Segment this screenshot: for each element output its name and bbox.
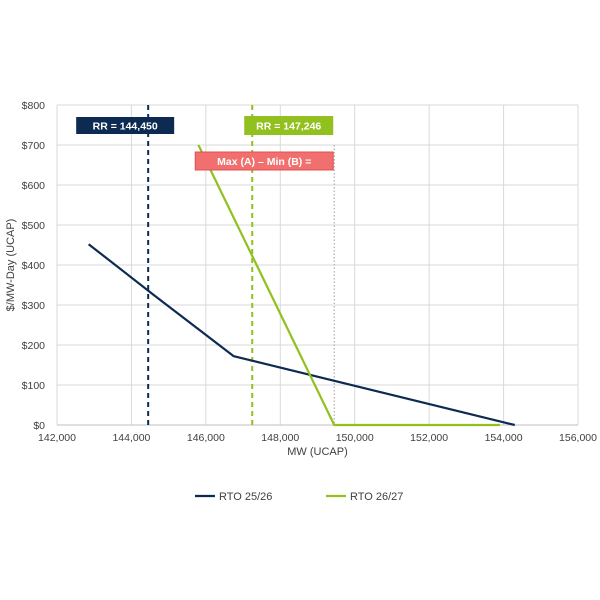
y-tick-label: $0 (33, 420, 45, 432)
x-tick-label: 150,000 (336, 432, 374, 444)
tick-labels: 142,000 144,000 146,000 148,000 150,000 152,0… (22, 100, 597, 444)
annotation-label: RR = 144,450 (93, 121, 158, 133)
annotation-bg (244, 116, 334, 135)
annotation-bg (76, 117, 175, 134)
x-tick-label: 156,000 (559, 432, 597, 444)
series-line-1 (197, 144, 500, 427)
reference-lines (147, 105, 335, 425)
annotation-bg (194, 151, 334, 171)
annotation-label: RR = 147,246 (256, 121, 321, 133)
legend-label: RTO 25/26 (219, 491, 272, 503)
y-tick-label: $100 (22, 380, 46, 392)
legend-item-1: RTO 26/27 (326, 491, 403, 503)
legend-item-0: RTO 25/26 (195, 491, 272, 503)
x-tick-label: 146,000 (187, 432, 225, 444)
legend: RTO 25/26 RTO 26/27 (195, 491, 403, 503)
y-tick-label: $200 (22, 340, 46, 352)
x-tick-label: 148,000 (261, 432, 299, 444)
annotation-label: Max (A) – Min (B) = (217, 156, 311, 168)
annotation-box-2: Max (A) – Min (B) = (194, 151, 334, 171)
x-tick-label: 154,000 (485, 432, 523, 444)
series-line-0 (87, 243, 515, 427)
x-tick-label: 152,000 (410, 432, 448, 444)
annotations: RR = 144,450 RR = 147,246 Max (A) – Min (B… (76, 116, 334, 171)
y-tick-label: $700 (22, 140, 46, 152)
x-axis-title: MW (UCAP) (287, 446, 348, 458)
legend-label: RTO 26/27 (350, 491, 403, 503)
series-lines (87, 144, 515, 427)
y-tick-label: $300 (22, 300, 46, 312)
y-tick-label: $800 (22, 100, 46, 112)
annotation-box-1: RR = 147,246 (244, 116, 334, 135)
grid-lines (56, 104, 579, 426)
y-axis-title: $/MW-Day (UCAP) (5, 219, 17, 312)
x-tick-label: 144,000 (112, 432, 150, 444)
annotation-box-0: RR = 144,450 (76, 117, 175, 134)
y-tick-label: $400 (22, 260, 46, 272)
y-tick-label: $600 (22, 180, 46, 192)
x-tick-label: 142,000 (38, 432, 76, 444)
y-tick-label: $500 (22, 220, 46, 232)
